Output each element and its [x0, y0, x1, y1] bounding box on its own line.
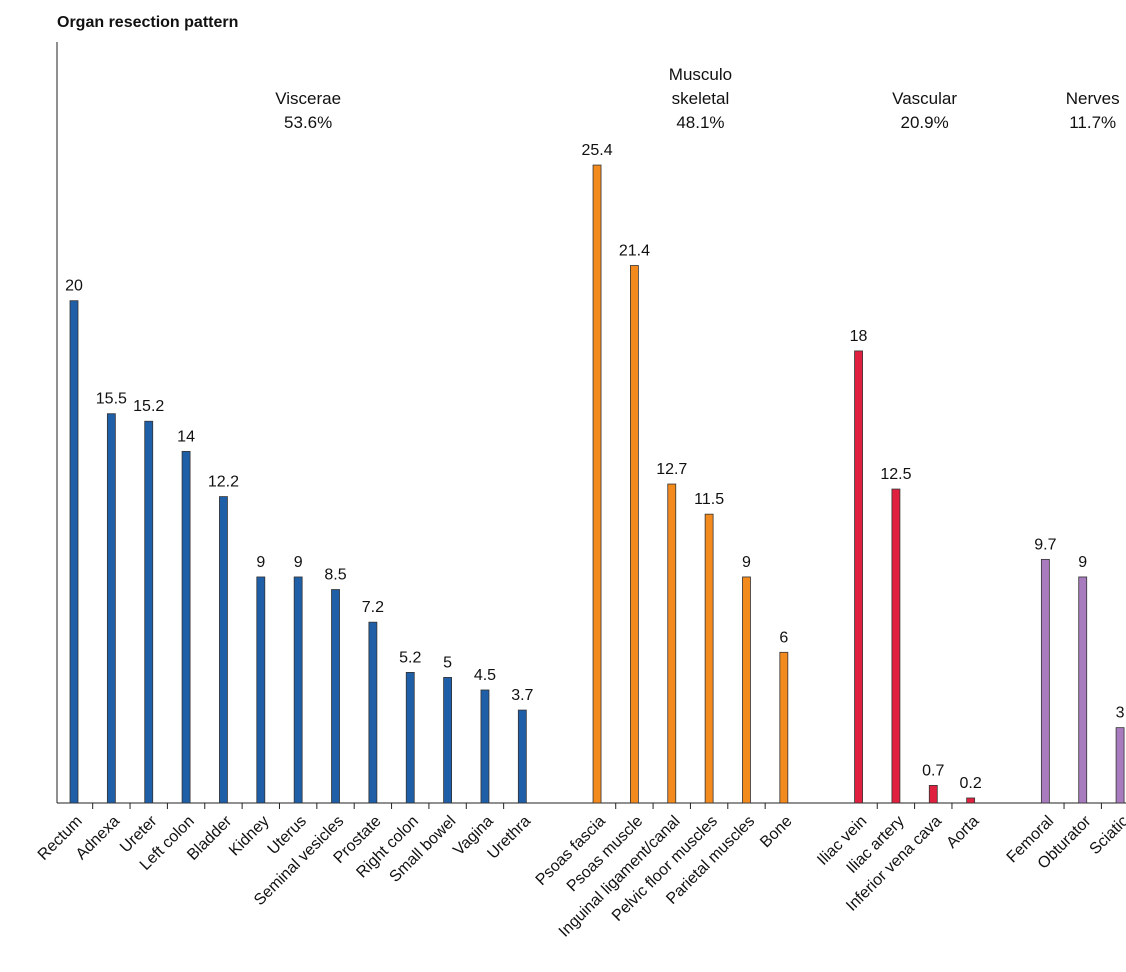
- group-label-line: Vascular: [892, 89, 957, 108]
- bar: [144, 420, 154, 804]
- bar: [928, 785, 938, 804]
- value-label: 9.7: [1034, 536, 1056, 553]
- group-share: 20.9%: [900, 113, 948, 132]
- bar: [331, 589, 340, 804]
- value-label: 15.2: [133, 398, 164, 415]
- value-label: 14: [177, 428, 195, 445]
- bar: [667, 483, 677, 804]
- bar: [181, 450, 191, 804]
- bar: [1040, 558, 1050, 804]
- group-share: 48.1%: [676, 113, 724, 132]
- chart-title: Organ resection pattern: [57, 14, 238, 31]
- group-share: 53.6%: [284, 113, 332, 132]
- value-label: 18: [850, 328, 868, 345]
- value-label: 12.7: [656, 461, 687, 478]
- group-share: 11.7%: [1069, 113, 1116, 132]
- value-label: 25.4: [581, 142, 612, 159]
- bar: [1115, 727, 1125, 804]
- bar: [592, 164, 602, 804]
- value-label: 3: [1116, 705, 1125, 722]
- bar: [480, 689, 490, 804]
- bar: [219, 496, 228, 804]
- bar: [854, 350, 863, 804]
- value-label: 8.5: [324, 567, 346, 584]
- group-label: Viscerae: [275, 89, 341, 108]
- value-label: 6: [779, 629, 788, 646]
- bar: [106, 413, 116, 804]
- value-label: 9: [742, 554, 751, 571]
- value-label: 4.5: [474, 667, 496, 684]
- value-label: 5: [443, 654, 452, 671]
- value-label: 11.5: [694, 491, 724, 508]
- value-label: 21.4: [619, 243, 650, 260]
- bar: [630, 265, 639, 804]
- bar: [293, 576, 303, 804]
- bar: [368, 621, 378, 804]
- value-label: 20: [65, 278, 83, 295]
- value-label: 0.7: [922, 762, 944, 779]
- value-label: 3.7: [511, 687, 533, 704]
- value-label: 7.2: [362, 599, 384, 616]
- x-tick-label: Sciatic: [1087, 813, 1126, 858]
- bar: [256, 576, 266, 804]
- value-label: 5.2: [399, 649, 421, 666]
- group-label-line: Viscerae: [275, 89, 341, 108]
- value-label: 12.5: [880, 466, 911, 483]
- bar: [405, 671, 415, 804]
- value-label: 9: [1078, 554, 1087, 571]
- bar: [1078, 576, 1088, 804]
- group-label: Musculo skeletal: [669, 65, 732, 108]
- group-label-line: Nerves: [1066, 89, 1120, 108]
- bar: [704, 513, 714, 804]
- bar: [742, 576, 751, 804]
- bar: [966, 797, 976, 804]
- bar: [69, 300, 79, 804]
- value-label: 0.2: [960, 775, 982, 792]
- group-label-line: skeletal: [672, 89, 730, 108]
- x-tick-label: Aorta: [943, 813, 982, 852]
- bar: [517, 709, 527, 804]
- x-tick-label: Kidney: [226, 813, 273, 860]
- value-label: 9: [294, 554, 303, 571]
- group-label: Nerves: [1066, 89, 1120, 108]
- group-label: Vascular: [892, 89, 957, 108]
- bar: [779, 651, 789, 804]
- bar: [891, 488, 901, 804]
- x-tick-label: Bone: [757, 813, 796, 852]
- value-label: 9: [256, 554, 265, 571]
- value-label: 15.5: [96, 391, 127, 408]
- bar: [443, 677, 453, 804]
- group-label-line: Musculo: [669, 65, 732, 84]
- value-label: 12.2: [208, 474, 239, 491]
